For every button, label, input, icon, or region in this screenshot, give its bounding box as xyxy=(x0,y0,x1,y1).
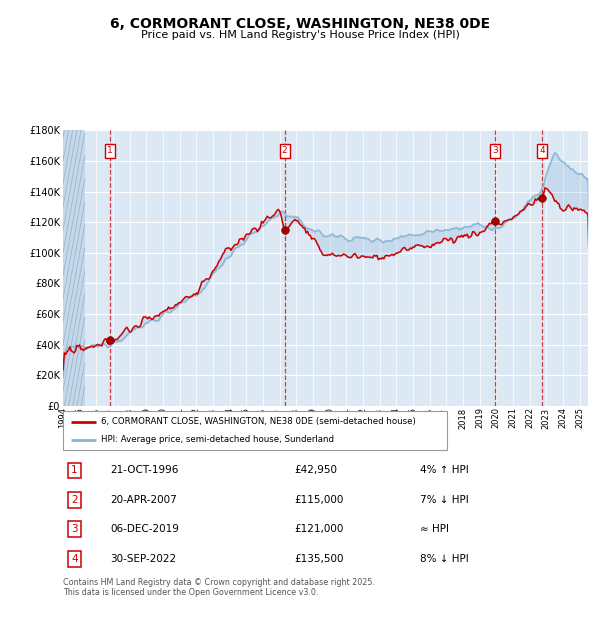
Text: Contains HM Land Registry data © Crown copyright and database right 2025.
This d: Contains HM Land Registry data © Crown c… xyxy=(63,578,375,597)
Text: 6, CORMORANT CLOSE, WASHINGTON, NE38 0DE: 6, CORMORANT CLOSE, WASHINGTON, NE38 0DE xyxy=(110,17,490,32)
Text: 21-OCT-1996: 21-OCT-1996 xyxy=(110,466,179,476)
Text: 20-APR-2007: 20-APR-2007 xyxy=(110,495,177,505)
Text: £135,500: £135,500 xyxy=(294,554,343,564)
Text: 06-DEC-2019: 06-DEC-2019 xyxy=(110,525,179,534)
Text: £115,000: £115,000 xyxy=(294,495,343,505)
Text: 2: 2 xyxy=(71,495,78,505)
Text: 1: 1 xyxy=(71,466,78,476)
Text: 6, CORMORANT CLOSE, WASHINGTON, NE38 0DE (semi-detached house): 6, CORMORANT CLOSE, WASHINGTON, NE38 0DE… xyxy=(101,417,416,427)
Text: 4: 4 xyxy=(71,554,78,564)
Text: Price paid vs. HM Land Registry's House Price Index (HPI): Price paid vs. HM Land Registry's House … xyxy=(140,30,460,40)
Text: 2: 2 xyxy=(282,146,287,156)
Text: 4: 4 xyxy=(539,146,545,156)
Text: HPI: Average price, semi-detached house, Sunderland: HPI: Average price, semi-detached house,… xyxy=(101,435,334,445)
Text: £121,000: £121,000 xyxy=(294,525,343,534)
Text: 1: 1 xyxy=(107,146,113,156)
Text: 30-SEP-2022: 30-SEP-2022 xyxy=(110,554,176,564)
Text: 7% ↓ HPI: 7% ↓ HPI xyxy=(420,495,469,505)
Text: 3: 3 xyxy=(492,146,498,156)
Text: £42,950: £42,950 xyxy=(294,466,337,476)
Text: 8% ↓ HPI: 8% ↓ HPI xyxy=(420,554,469,564)
Bar xyxy=(63,130,85,406)
Text: ≈ HPI: ≈ HPI xyxy=(420,525,449,534)
Text: 4% ↑ HPI: 4% ↑ HPI xyxy=(420,466,469,476)
Text: 3: 3 xyxy=(71,525,78,534)
